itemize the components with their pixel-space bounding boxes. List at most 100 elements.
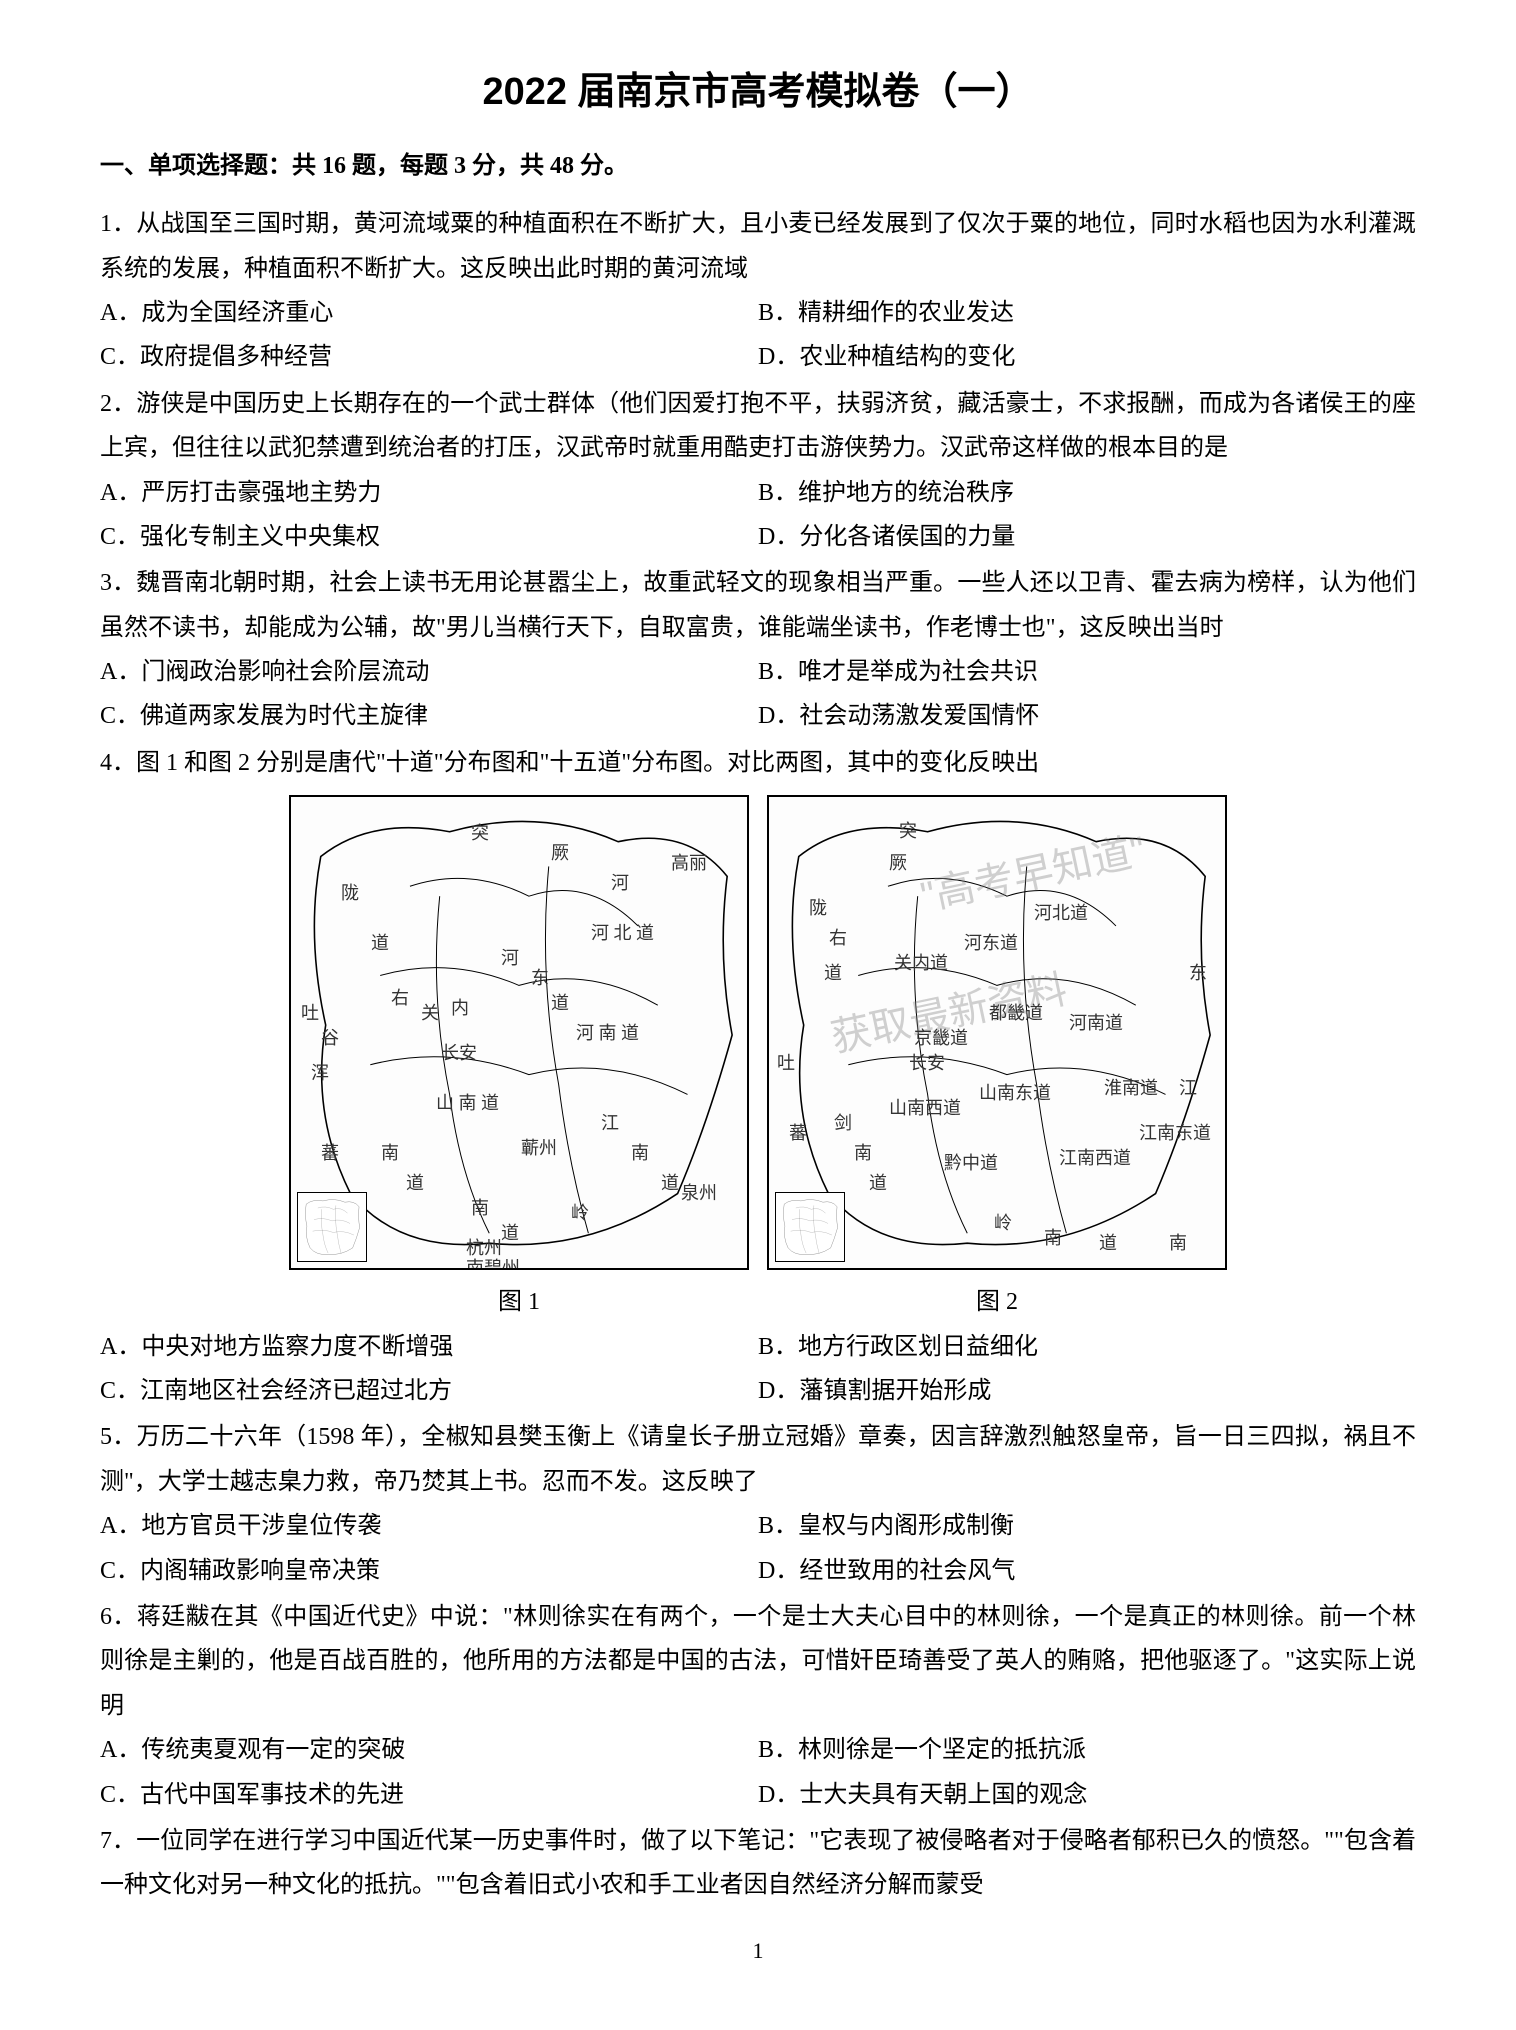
map-label: 道 <box>406 1167 424 1200</box>
page-number: 1 <box>100 1938 1416 1964</box>
map-captions-row: 图 1 图 2 <box>100 1274 1416 1324</box>
question-3: 3．魏晋南北朝时期，社会上读书无用论甚嚣尘上，故重武轻文的现象相当严重。一些人还… <box>100 561 1416 739</box>
map-label: 河北道 <box>1034 897 1088 930</box>
map-label: 关 <box>421 997 439 1030</box>
map-label: 山 南 道 <box>436 1087 499 1120</box>
map-label: 高丽 <box>671 847 707 880</box>
option-D: D．经世致用的社会风气 <box>758 1549 1416 1593</box>
question-stem: 1．从战国至三国时期，黄河流域粟的种植面积在不断扩大，且小麦已经发展到了仅次于粟… <box>100 202 1416 291</box>
map-label: 河 <box>501 942 519 975</box>
map-label: 河 <box>611 867 629 900</box>
option-C: C．强化专制主义中央集权 <box>100 515 758 559</box>
map-label: 东 <box>531 962 549 995</box>
map-label: 淮南道 <box>1104 1072 1158 1105</box>
map-label: 道 <box>1099 1227 1117 1260</box>
maps-row: 突厥陇高丽河吐谷浑蕃右关内道长安河东道河 北 道山 南 道河 南 道南道蘄州江南… <box>100 795 1416 1270</box>
option-A: A．严厉打击豪强地主势力 <box>100 471 758 515</box>
option-B: B．林则徐是一个坚定的抵抗派 <box>758 1728 1416 1772</box>
map-label: 南 <box>381 1137 399 1170</box>
question-1: 1．从战国至三国时期，黄河流域粟的种植面积在不断扩大，且小麦已经发展到了仅次于粟… <box>100 202 1416 380</box>
map-2: "高考早知道"获取最新资料微信搜索小程序突厥陇右道吐蕃关内道河东道河北道东都畿道… <box>767 795 1227 1270</box>
map-2-caption: 图 2 <box>767 1280 1227 1324</box>
map-label: 河 北 道 <box>591 917 654 950</box>
option-B: B．精耕细作的农业发达 <box>758 291 1416 335</box>
map-label: 道 <box>501 1217 519 1250</box>
map-label: 泉州 <box>681 1177 717 1210</box>
map-label: 蘄州 <box>521 1132 557 1165</box>
map-label: 江 <box>1179 1072 1197 1105</box>
map-label: 蕃 <box>321 1137 339 1170</box>
option-B: B．地方行政区划日益细化 <box>758 1325 1416 1369</box>
questions-container: 1．从战国至三国时期，黄河流域粟的种植面积在不断扩大，且小麦已经发展到了仅次于粟… <box>100 202 1416 1908</box>
option-D: D．士大夫具有天朝上国的观念 <box>758 1773 1416 1817</box>
map-label: 陇 <box>341 877 359 910</box>
option-C: C．内阁辅政影响皇帝决策 <box>100 1549 758 1593</box>
option-B: B．唯才是举成为社会共识 <box>758 650 1416 694</box>
map-label: 右 <box>829 922 847 955</box>
map-1: 突厥陇高丽河吐谷浑蕃右关内道长安河东道河 北 道山 南 道河 南 道南道蘄州江南… <box>289 795 749 1270</box>
option-D: D．藩镇割据开始形成 <box>758 1369 1416 1413</box>
map-label: 道 <box>661 1167 679 1200</box>
options-row: A．传统夷夏观有一定的突破B．林则徐是一个坚定的抵抗派C．古代中国军事技术的先进… <box>100 1728 1416 1817</box>
question-4: 4．图 1 和图 2 分别是唐代"十道"分布图和"十五道"分布图。对比两图，其中… <box>100 741 1416 1414</box>
map-label: 山南西道 <box>889 1092 961 1125</box>
options-row: A．中央对地方监察力度不断增强B．地方行政区划日益细化C．江南地区社会经济已超过… <box>100 1325 1416 1414</box>
options-row: A．严厉打击豪强地主势力B．维护地方的统治秩序C．强化专制主义中央集权D．分化各… <box>100 471 1416 560</box>
options-row: A．成为全国经济重心B．精耕细作的农业发达C．政府提倡多种经营D．农业种植结构的… <box>100 291 1416 380</box>
option-D: D．社会动荡激发爱国情怀 <box>758 694 1416 738</box>
map-label: 长安 <box>441 1037 477 1070</box>
options-row: A．门阀政治影响社会阶层流动B．唯才是举成为社会共识C．佛道两家发展为时代主旋律… <box>100 650 1416 739</box>
map-label: 关内道 <box>894 947 948 980</box>
question-stem: 7．一位同学在进行学习中国近代某一历史事件时，做了以下笔记："它表现了被侵略者对… <box>100 1819 1416 1908</box>
map-label: 吐 <box>777 1047 795 1080</box>
section-heading: 一、单项选择题：共 16 题，每题 3 分，共 48 分。 <box>100 145 1416 188</box>
map-label: 江南西道 <box>1059 1142 1131 1175</box>
map-inset <box>775 1192 845 1262</box>
option-D: D．农业种植结构的变化 <box>758 335 1416 379</box>
page-title: 2022 届南京市高考模拟卷（一） <box>100 60 1416 115</box>
question-stem: 2．游侠是中国历史上长期存在的一个武士群体（他们因爱打抱不平，扶弱济贫，藏活豪士… <box>100 382 1416 471</box>
question-6: 6．蒋廷黻在其《中国近代史》中说："林则徐实在有两个，一个是士大夫心目中的林则徐… <box>100 1595 1416 1817</box>
question-stem: 3．魏晋南北朝时期，社会上读书无用论甚嚣尘上，故重武轻文的现象相当严重。一些人还… <box>100 561 1416 650</box>
option-C: C．江南地区社会经济已超过北方 <box>100 1369 758 1413</box>
map-label: 岭 <box>571 1197 589 1230</box>
map-label: 突 <box>471 817 489 850</box>
map-label: 突 <box>899 815 917 848</box>
question-stem: 5．万历二十六年（1598 年），全椒知县樊玉衡上《请皇长子册立冠婚》章奏，因言… <box>100 1415 1416 1504</box>
map-label: 剑 <box>834 1107 852 1140</box>
map-label: 河南道 <box>1069 1007 1123 1040</box>
map-label: 南碧州 <box>466 1252 520 1270</box>
map-label: 都畿道 <box>989 997 1043 1030</box>
map-inset <box>297 1192 367 1262</box>
map-label: 内 <box>451 992 469 1025</box>
map-label: 道 <box>371 927 389 960</box>
map-label: 道 <box>824 957 842 990</box>
question-5: 5．万历二十六年（1598 年），全椒知县樊玉衡上《请皇长子册立冠婚》章奏，因言… <box>100 1415 1416 1593</box>
map-label: 南 <box>1044 1222 1062 1255</box>
option-A: A．中央对地方监察力度不断增强 <box>100 1325 758 1369</box>
option-B: B．皇权与内阁形成制衡 <box>758 1504 1416 1548</box>
map-label: 南 <box>854 1137 872 1170</box>
option-A: A．传统夷夏观有一定的突破 <box>100 1728 758 1772</box>
option-B: B．维护地方的统治秩序 <box>758 471 1416 515</box>
map-label: 浑 <box>311 1057 329 1090</box>
option-C: C．政府提倡多种经营 <box>100 335 758 379</box>
question-2: 2．游侠是中国历史上长期存在的一个武士群体（他们因爱打抱不平，扶弱济贫，藏活豪士… <box>100 382 1416 560</box>
map-label: 厥 <box>551 837 569 870</box>
option-A: A．地方官员干涉皇位传袭 <box>100 1504 758 1548</box>
option-C: C．古代中国军事技术的先进 <box>100 1773 758 1817</box>
map-label: 江 <box>601 1107 619 1140</box>
map-label: 蕃 <box>789 1117 807 1150</box>
question-7: 7．一位同学在进行学习中国近代某一历史事件时，做了以下笔记："它表现了被侵略者对… <box>100 1819 1416 1908</box>
question-stem: 6．蒋廷黻在其《中国近代史》中说："林则徐实在有两个，一个是士大夫心目中的林则徐… <box>100 1595 1416 1728</box>
option-C: C．佛道两家发展为时代主旋律 <box>100 694 758 738</box>
map-label: 南 <box>471 1192 489 1225</box>
map-label: 长安 <box>909 1047 945 1080</box>
map-label: 黔中道 <box>944 1147 998 1180</box>
map-label: 南 <box>1169 1227 1187 1260</box>
question-stem: 4．图 1 和图 2 分别是唐代"十道"分布图和"十五道"分布图。对比两图，其中… <box>100 741 1416 785</box>
map-1-caption: 图 1 <box>289 1280 749 1324</box>
map-label: 山南东道 <box>979 1077 1051 1110</box>
map-label: 河东道 <box>964 927 1018 960</box>
map-label: 厥 <box>889 847 907 880</box>
